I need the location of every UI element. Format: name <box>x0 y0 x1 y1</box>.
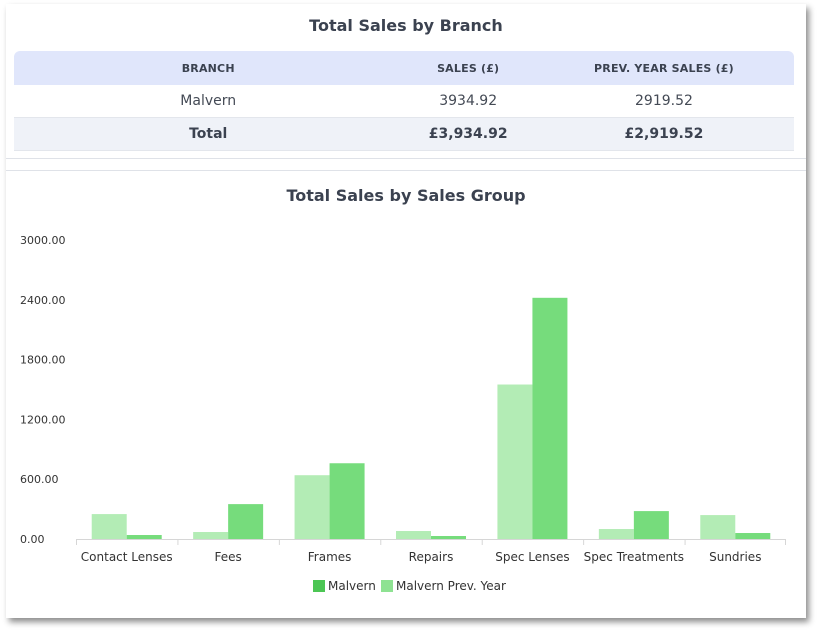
table-total-row: Total £3,934.92 £2,919.52 <box>14 117 794 151</box>
cell-prev-sales: 2919.52 <box>533 85 794 118</box>
branch-panel-title: Total Sales by Branch <box>309 16 503 35</box>
total-label: Total <box>14 117 403 151</box>
table-header-row: BRANCH SALES (£) PREV. YEAR SALES (£) <box>14 51 794 85</box>
branch-sales-table: BRANCH SALES (£) PREV. YEAR SALES (£) Ma… <box>14 51 794 151</box>
panel-divider <box>6 158 806 159</box>
bar-prev-year[interactable] <box>497 384 533 539</box>
bar-malvern[interactable] <box>431 536 466 539</box>
x-tick-label: Frames <box>308 550 352 564</box>
bar-prev-year[interactable] <box>91 514 127 539</box>
y-tick-label: 1800.00 <box>20 354 66 367</box>
x-tick-label: Spec Lenses <box>495 550 569 564</box>
legend-swatch-prev-year[interactable] <box>381 580 393 592</box>
y-tick-label: 0.00 <box>20 533 45 546</box>
legend-swatch-malvern[interactable] <box>313 580 325 592</box>
bar-malvern[interactable] <box>228 504 264 539</box>
x-tick-label: Sundries <box>709 550 761 564</box>
bar-malvern[interactable] <box>633 511 669 539</box>
bar-malvern[interactable] <box>126 535 162 539</box>
x-tick-label: Repairs <box>409 550 454 564</box>
bar-malvern[interactable] <box>329 463 365 539</box>
header-sales[interactable]: SALES (£) <box>402 51 534 85</box>
table-row[interactable]: Malvern 3934.92 2919.52 <box>14 85 794 118</box>
bar-prev-year[interactable] <box>193 532 229 539</box>
bar-prev-year[interactable] <box>700 515 736 539</box>
total-prev-sales: £2,919.52 <box>533 117 794 151</box>
total-sales: £3,934.92 <box>402 117 534 151</box>
cell-branch: Malvern <box>14 85 403 118</box>
group-panel-title: Total Sales by Sales Group <box>286 186 526 205</box>
bar-prev-year[interactable] <box>294 475 330 539</box>
bar-malvern[interactable] <box>735 533 771 539</box>
report-paper: Total Sales by Branch BRANCH SALES (£) P… <box>6 4 806 618</box>
x-tick-label: Spec Treatments <box>584 550 684 564</box>
y-tick-label: 3000.00 <box>20 234 66 247</box>
header-prev-year-sales[interactable]: PREV. YEAR SALES (£) <box>533 51 794 85</box>
cell-sales: 3934.92 <box>402 85 534 118</box>
sales-group-bar-chart: 0.00 600.00 1200.00 1800.00 2400.00 3000.00 Co… <box>20 234 786 593</box>
y-tick-label: 600.00 <box>20 473 59 486</box>
header-branch[interactable]: BRANCH <box>14 51 403 85</box>
panel-divider <box>6 170 806 171</box>
x-tick-label: Contact Lenses <box>81 550 173 564</box>
y-tick-label: 2400.00 <box>20 294 66 307</box>
y-tick-label: 1200.00 <box>20 413 66 426</box>
x-tick-label: Fees <box>215 550 242 564</box>
legend-label-malvern[interactable]: Malvern <box>328 579 376 593</box>
bar-prev-year[interactable] <box>598 529 634 539</box>
bar-malvern[interactable] <box>532 297 568 539</box>
bar-prev-year[interactable] <box>396 531 431 539</box>
legend-label-prev-year[interactable]: Malvern Prev. Year <box>396 579 506 593</box>
